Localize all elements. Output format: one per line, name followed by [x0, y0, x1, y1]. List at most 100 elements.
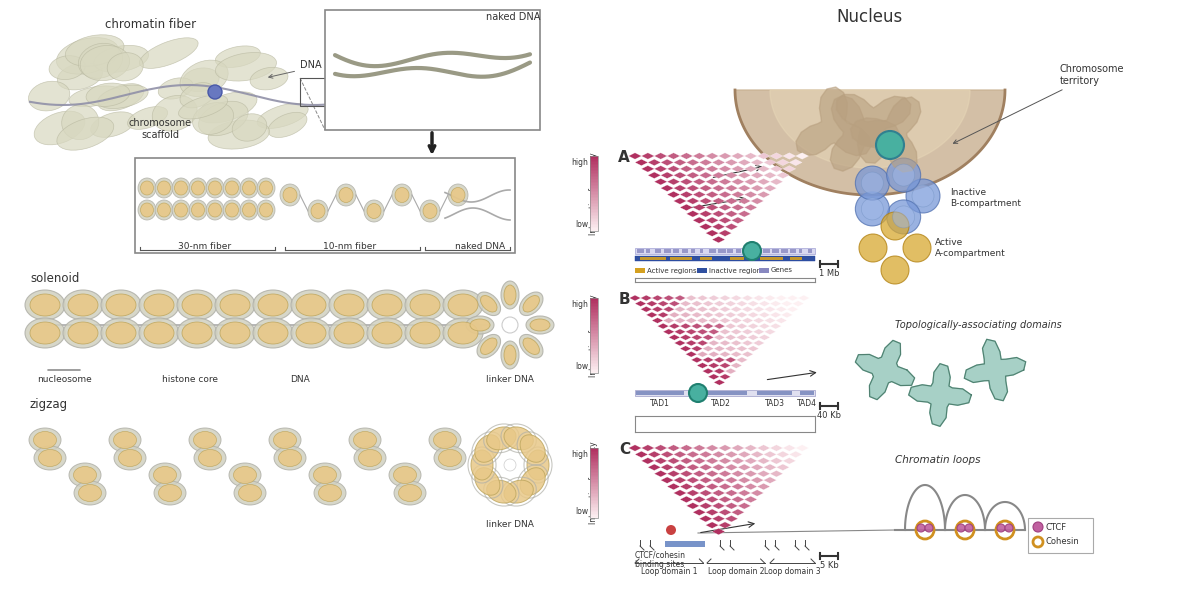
Bar: [691, 249, 695, 253]
Polygon shape: [757, 166, 770, 172]
Polygon shape: [702, 312, 714, 318]
Ellipse shape: [242, 203, 256, 217]
Ellipse shape: [190, 178, 208, 198]
Circle shape: [862, 172, 883, 194]
Polygon shape: [714, 312, 725, 318]
Polygon shape: [775, 295, 787, 301]
Ellipse shape: [208, 120, 270, 149]
Polygon shape: [702, 357, 714, 363]
Circle shape: [904, 234, 931, 262]
Bar: [590, 511, 598, 512]
Polygon shape: [744, 445, 757, 451]
Bar: [590, 482, 598, 483]
Polygon shape: [757, 191, 770, 198]
Circle shape: [876, 131, 904, 159]
Polygon shape: [685, 318, 697, 323]
Polygon shape: [700, 211, 712, 217]
Polygon shape: [757, 484, 770, 490]
Polygon shape: [719, 318, 731, 323]
Polygon shape: [725, 477, 738, 484]
Bar: [590, 459, 598, 460]
Polygon shape: [742, 295, 754, 301]
Polygon shape: [668, 312, 680, 318]
Ellipse shape: [139, 318, 179, 348]
Ellipse shape: [215, 290, 256, 320]
Polygon shape: [787, 295, 798, 301]
Bar: [590, 298, 598, 300]
Bar: [590, 178, 598, 180]
Polygon shape: [725, 464, 738, 471]
Bar: [590, 195, 598, 197]
Polygon shape: [700, 159, 712, 166]
Bar: [590, 203, 598, 204]
Ellipse shape: [410, 322, 440, 344]
Text: low: low: [575, 362, 588, 371]
Ellipse shape: [152, 96, 197, 131]
Polygon shape: [751, 464, 763, 471]
Text: high: high: [571, 300, 588, 309]
Bar: [590, 156, 598, 231]
Polygon shape: [798, 295, 809, 301]
Polygon shape: [719, 306, 731, 312]
Ellipse shape: [140, 203, 154, 217]
Bar: [590, 500, 598, 501]
Polygon shape: [654, 471, 667, 477]
Ellipse shape: [269, 428, 301, 452]
Bar: [730, 257, 744, 260]
Polygon shape: [712, 529, 725, 535]
Ellipse shape: [392, 184, 412, 206]
Circle shape: [1033, 522, 1043, 532]
Ellipse shape: [114, 446, 146, 470]
Circle shape: [208, 85, 222, 99]
Polygon shape: [706, 204, 719, 211]
Bar: [590, 181, 598, 183]
Ellipse shape: [138, 200, 156, 220]
Polygon shape: [776, 451, 790, 457]
Polygon shape: [674, 340, 685, 346]
Polygon shape: [748, 334, 758, 340]
Ellipse shape: [487, 427, 516, 450]
Polygon shape: [661, 464, 673, 471]
Polygon shape: [706, 496, 719, 502]
Bar: [590, 222, 598, 224]
Text: histone core: histone core: [162, 375, 218, 384]
Bar: [590, 490, 598, 491]
Ellipse shape: [308, 200, 328, 222]
Polygon shape: [706, 522, 719, 529]
Polygon shape: [764, 329, 775, 334]
Ellipse shape: [504, 285, 516, 305]
Polygon shape: [702, 323, 714, 329]
Bar: [590, 337, 598, 339]
Polygon shape: [725, 185, 738, 191]
Ellipse shape: [313, 466, 336, 484]
Polygon shape: [697, 306, 708, 312]
Polygon shape: [714, 346, 725, 351]
Bar: [325, 10, 540, 130]
Bar: [718, 249, 726, 253]
Text: Nucleus: Nucleus: [836, 8, 904, 26]
Polygon shape: [744, 471, 757, 477]
Polygon shape: [732, 204, 744, 211]
Bar: [590, 355, 598, 356]
Polygon shape: [673, 451, 686, 457]
Ellipse shape: [234, 466, 257, 484]
Ellipse shape: [274, 432, 296, 448]
Polygon shape: [776, 159, 790, 166]
Polygon shape: [742, 351, 754, 357]
Polygon shape: [754, 318, 764, 323]
Ellipse shape: [240, 178, 258, 198]
Polygon shape: [792, 301, 804, 306]
Polygon shape: [732, 217, 744, 224]
Polygon shape: [664, 306, 674, 312]
Ellipse shape: [259, 203, 272, 217]
Polygon shape: [737, 323, 748, 329]
Text: Loop domain 2: Loop domain 2: [708, 567, 764, 576]
Ellipse shape: [73, 466, 96, 484]
Polygon shape: [654, 166, 667, 172]
Bar: [757, 391, 792, 395]
Polygon shape: [654, 457, 667, 464]
Polygon shape: [692, 166, 706, 172]
Ellipse shape: [206, 200, 224, 220]
Bar: [590, 477, 598, 479]
Bar: [590, 345, 598, 346]
